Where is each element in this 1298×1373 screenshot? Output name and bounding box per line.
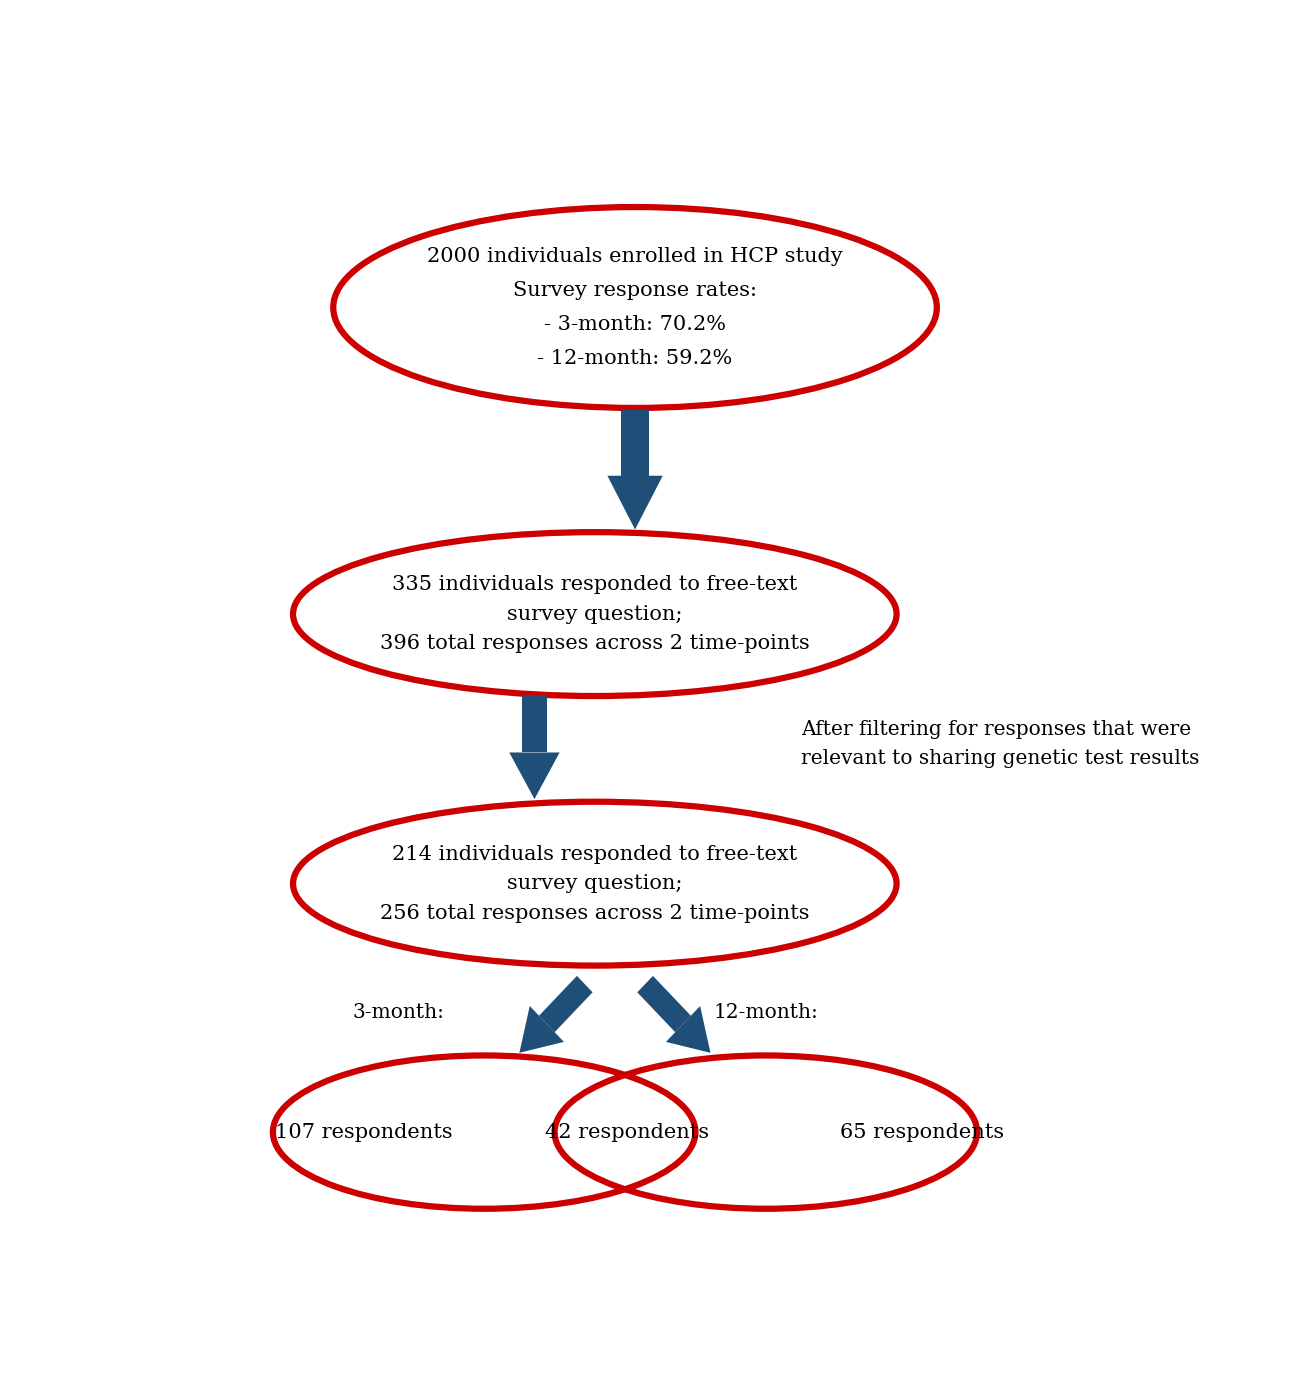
Text: After filtering for responses that were
relevant to sharing genetic test results: After filtering for responses that were … xyxy=(801,719,1199,769)
Polygon shape xyxy=(607,475,663,530)
Text: 396 total responses across 2 time-points: 396 total responses across 2 time-points xyxy=(380,634,810,654)
Polygon shape xyxy=(539,976,593,1032)
Text: survey question;: survey question; xyxy=(508,604,683,623)
Text: 2000 individuals enrolled in HCP study: 2000 individuals enrolled in HCP study xyxy=(427,247,842,266)
Polygon shape xyxy=(519,1006,563,1053)
Polygon shape xyxy=(620,411,649,475)
Text: 107 respondents: 107 respondents xyxy=(275,1123,452,1141)
Text: - 3-month: 70.2%: - 3-month: 70.2% xyxy=(544,314,726,334)
Text: 3-month:: 3-month: xyxy=(353,1004,445,1022)
Text: 335 individuals responded to free-text: 335 individuals responded to free-text xyxy=(392,575,797,595)
Text: survey question;: survey question; xyxy=(508,875,683,894)
Text: Survey response rates:: Survey response rates: xyxy=(513,281,757,301)
Text: 12-month:: 12-month: xyxy=(714,1004,818,1022)
Text: 42 respondents: 42 respondents xyxy=(545,1123,709,1141)
Text: - 12-month: 59.2%: - 12-month: 59.2% xyxy=(537,349,732,368)
Polygon shape xyxy=(522,696,546,752)
Polygon shape xyxy=(637,976,691,1032)
Polygon shape xyxy=(509,752,559,799)
Text: 256 total responses across 2 time-points: 256 total responses across 2 time-points xyxy=(380,903,810,923)
Text: 214 individuals responded to free-text: 214 individuals responded to free-text xyxy=(392,844,797,864)
Polygon shape xyxy=(666,1006,710,1053)
Text: 65 respondents: 65 respondents xyxy=(840,1123,1003,1141)
